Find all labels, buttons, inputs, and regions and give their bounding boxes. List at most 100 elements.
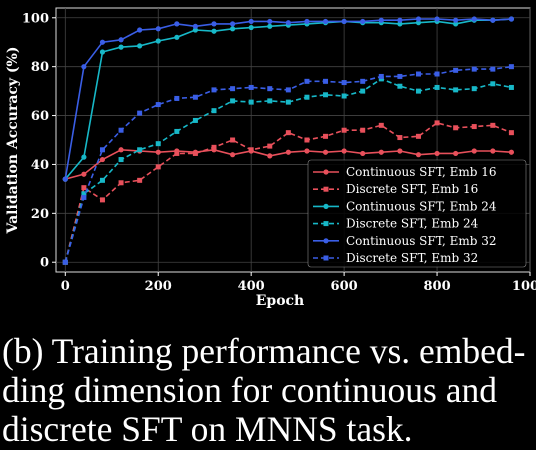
data-point <box>118 37 124 43</box>
legend-swatch-marker <box>323 186 329 192</box>
data-point <box>211 144 217 150</box>
data-point <box>415 71 421 77</box>
data-point <box>471 16 477 22</box>
caption-line-3: discrete SFT on MNNS task. <box>2 409 413 449</box>
y-tick-label: 60 <box>31 109 49 124</box>
legend-swatch-marker <box>323 255 329 261</box>
x-tick-label: 800 <box>423 279 450 294</box>
data-point <box>248 18 254 25</box>
x-axis-label: Epoch <box>256 293 305 309</box>
data-point <box>471 66 477 72</box>
data-point <box>360 78 366 84</box>
data-point <box>397 73 403 79</box>
data-point <box>211 21 217 27</box>
data-point <box>490 148 496 154</box>
data-point <box>508 16 515 22</box>
data-point <box>360 127 366 133</box>
data-point <box>248 99 254 105</box>
data-point <box>81 191 87 197</box>
data-point <box>230 137 236 143</box>
data-point <box>118 157 124 163</box>
data-point <box>155 149 161 155</box>
data-point <box>229 21 236 27</box>
data-point <box>118 44 124 50</box>
data-point <box>323 78 329 84</box>
data-point <box>99 197 105 203</box>
data-point <box>360 150 366 157</box>
data-point <box>62 259 68 265</box>
data-point <box>192 27 199 33</box>
data-point <box>304 18 310 25</box>
data-point <box>508 130 514 136</box>
data-point <box>174 150 180 156</box>
data-point <box>229 26 236 32</box>
data-point <box>378 17 384 23</box>
data-point <box>285 149 291 155</box>
legend-entry-label: Continuous SFT, Emb 24 <box>346 199 497 213</box>
data-point <box>137 110 143 116</box>
data-point <box>453 150 459 157</box>
data-point <box>174 95 180 101</box>
data-point <box>415 16 422 22</box>
data-point <box>453 125 459 131</box>
data-point <box>155 26 161 32</box>
data-point <box>490 66 496 72</box>
data-point <box>99 177 105 183</box>
legend-swatch-marker <box>323 203 329 209</box>
data-point <box>230 86 236 92</box>
data-point <box>211 108 217 114</box>
data-point <box>490 17 496 23</box>
data-point <box>285 99 291 105</box>
data-point <box>304 148 310 154</box>
legend-entry-label: Discrete SFT, Emb 16 <box>346 182 478 196</box>
data-point <box>137 43 143 49</box>
data-point <box>397 17 403 23</box>
legend: Continuous SFT, Emb 16 Discrete SFT, Emb … <box>307 159 527 268</box>
series-4 <box>62 76 514 265</box>
data-point <box>508 64 514 70</box>
data-point <box>471 124 477 130</box>
data-point <box>174 21 180 27</box>
data-point <box>341 127 347 133</box>
data-point <box>192 150 198 156</box>
data-point <box>490 81 496 87</box>
data-point <box>99 147 105 153</box>
data-point <box>137 27 143 33</box>
data-point <box>137 147 143 153</box>
data-point <box>285 87 291 93</box>
data-point <box>471 86 477 92</box>
y-axis-label: Validation Accuracy (%) <box>5 47 21 235</box>
data-point <box>230 98 236 104</box>
data-point <box>81 64 87 70</box>
legend-box <box>307 159 527 268</box>
data-point <box>322 18 329 25</box>
data-point <box>192 117 198 123</box>
data-point <box>471 148 477 154</box>
data-point <box>434 150 440 157</box>
data-point <box>360 88 366 94</box>
data-point <box>267 143 273 149</box>
data-point <box>360 18 366 25</box>
data-point <box>322 149 329 155</box>
data-point <box>248 147 254 153</box>
data-point <box>62 176 68 182</box>
data-point <box>453 87 459 93</box>
x-tick-label: 400 <box>238 279 265 294</box>
data-point <box>155 102 161 108</box>
data-point <box>267 86 273 92</box>
data-point <box>415 152 422 158</box>
data-point <box>434 16 440 22</box>
series-2 <box>62 120 514 265</box>
data-point <box>81 171 87 177</box>
data-point <box>174 128 180 134</box>
data-point <box>137 177 143 183</box>
data-point <box>323 133 329 139</box>
legend-entry-label: Continuous SFT, Emb 16 <box>346 165 497 179</box>
legend-swatch-marker <box>323 238 329 244</box>
data-point <box>341 93 347 99</box>
data-point <box>415 133 421 139</box>
data-point <box>434 120 440 126</box>
